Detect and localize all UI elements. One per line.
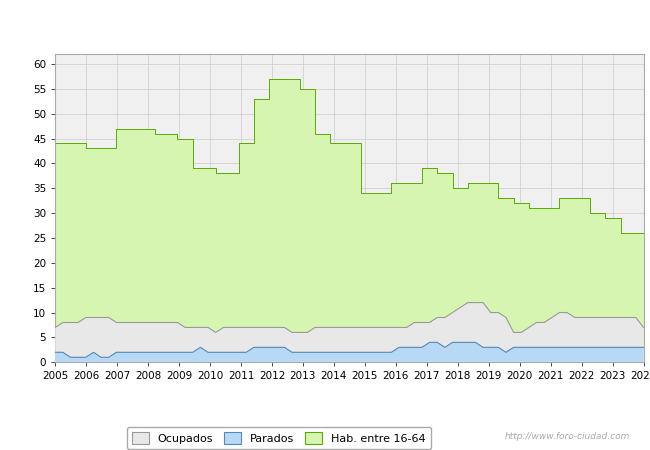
Legend: Ocupados, Parados, Hab. entre 16-64: Ocupados, Parados, Hab. entre 16-64 xyxy=(127,427,431,449)
Text: Pozalmuro - Evolucion de la poblacion en edad de Trabajar Septiembre de 2024: Pozalmuro - Evolucion de la poblacion en… xyxy=(60,17,590,30)
Text: http://www.foro-ciudad.com: http://www.foro-ciudad.com xyxy=(505,432,630,441)
